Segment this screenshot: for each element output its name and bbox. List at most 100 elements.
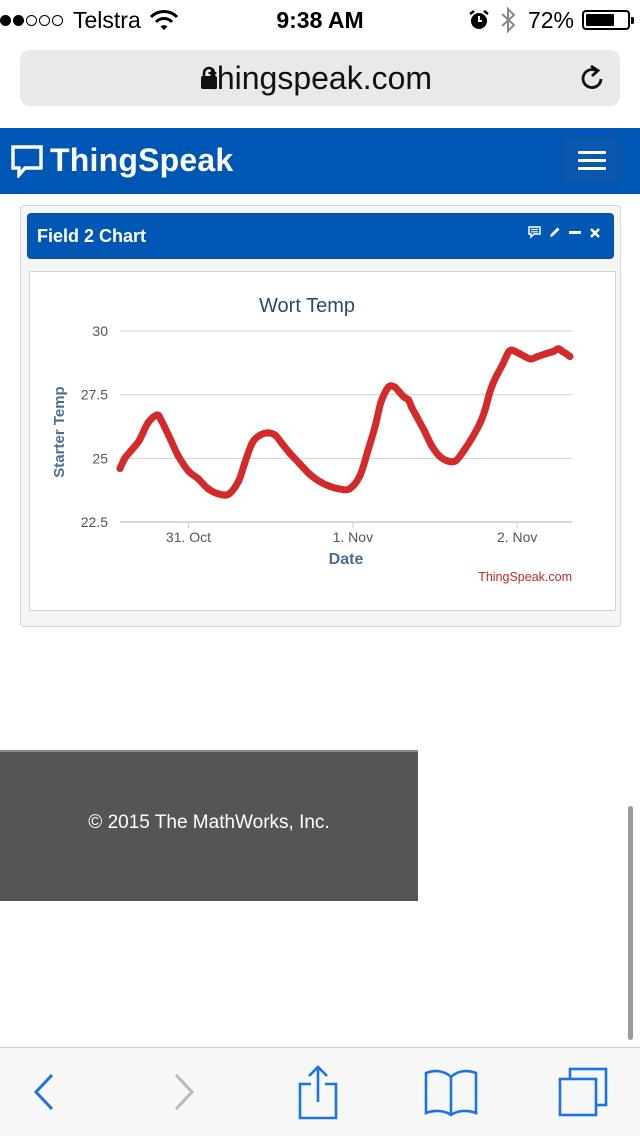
- y-axis-ticks: 30 27.5 25 22.5: [81, 323, 108, 530]
- data-point: [485, 391, 493, 399]
- data-point: [215, 490, 223, 498]
- data-point: [395, 388, 403, 396]
- data-point: [165, 431, 173, 439]
- data-point: [371, 421, 379, 429]
- data-point: [116, 464, 124, 473]
- comment-icon[interactable]: [528, 226, 541, 239]
- hamburger-menu-button[interactable]: [563, 138, 619, 182]
- panel-header: Field 2 Chart: [27, 213, 614, 259]
- data-point: [194, 475, 202, 483]
- data-point: [271, 431, 280, 439]
- minimize-icon[interactable]: [568, 226, 582, 239]
- data-point: [435, 452, 443, 460]
- copyright-text: © 2015 The MathWorks, Inc.: [88, 812, 330, 833]
- back-button[interactable]: [12, 1048, 76, 1136]
- data-point: [234, 477, 243, 485]
- x-axis-ticks: 31. Oct 1. Nov 2. Nov: [166, 522, 537, 545]
- data-point: [305, 470, 313, 478]
- data-point: [121, 454, 129, 462]
- data-point: [135, 436, 143, 445]
- data-point: [420, 426, 428, 434]
- status-left: Telstra: [0, 5, 179, 35]
- data-point: [443, 457, 451, 465]
- brand-name: ThingSpeak: [50, 142, 234, 178]
- data-point: [264, 429, 272, 437]
- data-point: [356, 472, 364, 480]
- data-point: [468, 434, 476, 442]
- status-right: 72%: [468, 5, 634, 35]
- data-point: [493, 370, 501, 378]
- data-point: [377, 398, 385, 406]
- speech-bubble-icon: [11, 144, 43, 178]
- y-tick-label: 25: [92, 450, 108, 466]
- reload-icon[interactable]: [576, 62, 608, 94]
- data-point: [541, 350, 549, 358]
- data-point: [476, 419, 484, 427]
- scrollbar[interactable]: [628, 806, 633, 1040]
- data-point: [295, 459, 303, 467]
- chart-title: Wort Temp: [259, 295, 355, 317]
- series-layer: [116, 345, 574, 499]
- data-point: [256, 431, 264, 439]
- chart-credit-link[interactable]: ThingSpeak.com: [478, 570, 572, 584]
- data-point: [278, 439, 286, 447]
- alarm-icon: [469, 10, 489, 29]
- data-point: [174, 452, 182, 460]
- grid-lines: [120, 330, 572, 523]
- data-point: [408, 403, 416, 411]
- bookmarks-button[interactable]: [418, 1048, 484, 1136]
- clock: 9:38 AM: [276, 7, 364, 33]
- data-point: [153, 411, 161, 419]
- url-text: thingspeak.com: [207, 60, 433, 96]
- y-axis-label: Starter Temp: [51, 386, 68, 477]
- line-chart: Wort Temp 30 27.5 25 22.5 31. Oct 1. Nov 2. N…: [51, 295, 574, 584]
- y-tick-label: 27.5: [81, 387, 108, 403]
- data-point: [499, 360, 507, 368]
- tabs-icon: [558, 1067, 608, 1117]
- address-bar[interactable]: thingspeak.com: [20, 50, 620, 106]
- data-point: [326, 482, 334, 490]
- data-point: [204, 485, 212, 493]
- chart-container: Wort Temp 30 27.5 25 22.5 31. Oct 1. Nov 2. N…: [29, 271, 616, 611]
- lock-icon: [201, 66, 217, 89]
- panel-title: Field 2 Chart: [37, 226, 147, 246]
- data-point: [157, 416, 165, 424]
- y-tick-label: 22.5: [81, 514, 108, 530]
- x-tick-label: 1. Nov: [333, 529, 373, 545]
- chevron-left-icon: [33, 1073, 54, 1111]
- data-point: [184, 467, 193, 475]
- forward-button[interactable]: [152, 1048, 216, 1136]
- panel-actions: [521, 226, 601, 239]
- app-header: ThingSpeak: [0, 128, 640, 194]
- data-point: [384, 383, 393, 391]
- chevron-right-icon: [174, 1073, 195, 1111]
- data-point: [527, 355, 535, 363]
- data-point: [489, 380, 497, 389]
- open-book-icon: [424, 1069, 478, 1117]
- data-point: [127, 447, 135, 455]
- data-point: [248, 439, 256, 447]
- data-point: [404, 396, 412, 404]
- battery-icon: [582, 10, 634, 30]
- x-axis-label: Date: [329, 551, 364, 568]
- bluetooth-icon: [501, 7, 516, 33]
- data-point: [534, 352, 542, 361]
- data-point: [481, 406, 489, 414]
- x-tick-label: 31. Oct: [166, 529, 211, 545]
- share-icon: [298, 1065, 338, 1120]
- data-point: [566, 352, 574, 361]
- carrier-label: Telstra: [73, 6, 141, 33]
- brand-logo[interactable]: ThingSpeak: [10, 142, 233, 179]
- x-tick-label: 2. Nov: [497, 529, 537, 545]
- edit-pencil-icon[interactable]: [548, 226, 561, 239]
- data-point: [452, 457, 460, 465]
- data-point: [391, 383, 399, 391]
- data-point: [521, 352, 529, 361]
- close-icon[interactable]: [589, 227, 601, 239]
- data-point: [335, 485, 343, 493]
- data-point: [315, 477, 323, 485]
- tabs-button[interactable]: [550, 1048, 616, 1136]
- data-point: [241, 459, 249, 467]
- data-point: [428, 442, 436, 450]
- share-button[interactable]: [286, 1048, 350, 1136]
